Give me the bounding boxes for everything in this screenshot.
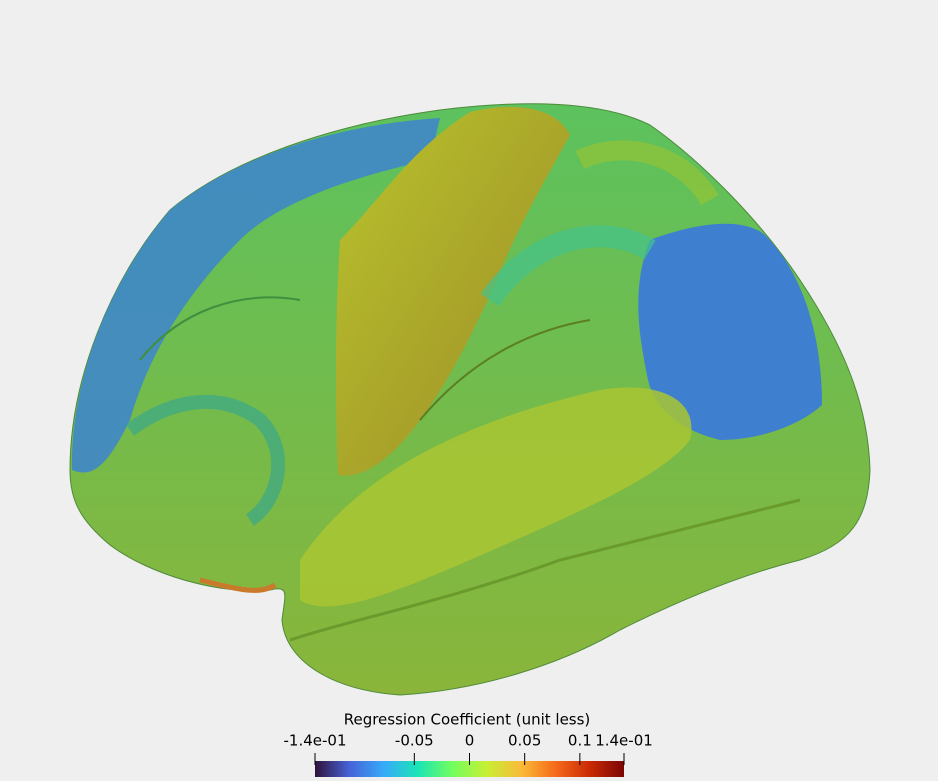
tick-label: -1.4e-01 bbox=[284, 732, 347, 750]
tick-label: -0.05 bbox=[395, 732, 434, 750]
colorbar: Regression Coefficient (unit less) -1.4e… bbox=[284, 711, 653, 777]
tick-label: 0.05 bbox=[508, 732, 541, 750]
tick-label: 1.4e-01 bbox=[595, 732, 653, 750]
tick-label: 0.1 bbox=[568, 732, 592, 750]
tick-label: 0 bbox=[465, 732, 475, 750]
brain-surface bbox=[69, 103, 871, 696]
colorbar-gradient bbox=[315, 761, 624, 777]
colorbar-title: Regression Coefficient (unit less) bbox=[344, 711, 591, 729]
